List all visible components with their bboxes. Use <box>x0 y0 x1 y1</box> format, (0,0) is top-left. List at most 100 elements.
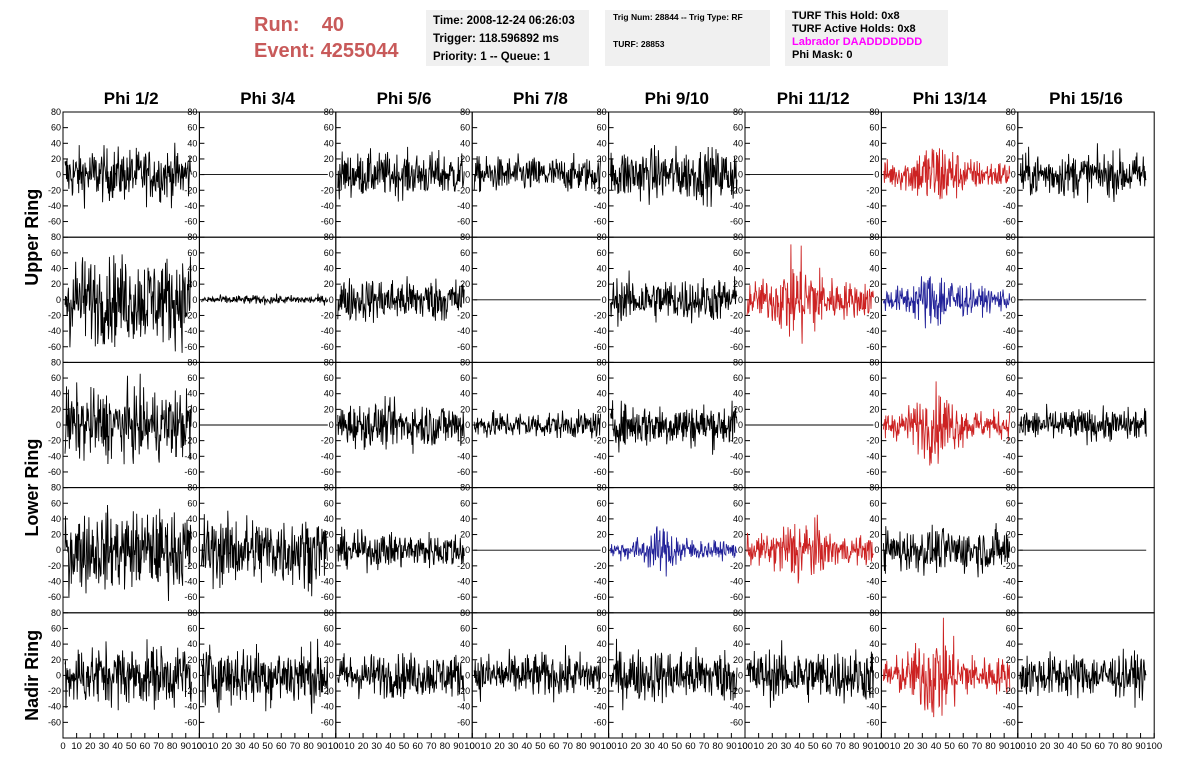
ytick-label-r3-c6-20: 20 <box>733 404 743 414</box>
ytick-label-r1-c3-60: 60 <box>324 123 334 133</box>
ytick-label-r3-c1--40: -40 <box>48 451 61 461</box>
ytick-label-r2-c2--20: -20 <box>184 310 197 320</box>
ytick-label-r2-c4-0: 0 <box>465 295 470 305</box>
xtick-label-r5-c2-20: 20 <box>221 741 232 752</box>
ytick-label-r4-c6-20: 20 <box>733 530 743 540</box>
ytick-label-r2-c3-40: 40 <box>324 264 334 274</box>
xtick-label-r5-c4-100: 100 <box>601 741 617 752</box>
ytick-label-r1-c6-80: 80 <box>733 107 743 117</box>
xtick-label-r5-c6-60: 60 <box>822 741 833 752</box>
ytick-label-r4-c3--20: -20 <box>321 561 334 571</box>
ytick-label-r2-c8-0: 0 <box>1011 295 1016 305</box>
ytick-label-r1-c6--60: -60 <box>730 217 743 227</box>
waveform-r1-c7 <box>883 148 1011 200</box>
xtick-label-r5-c7-90: 90 <box>999 741 1010 752</box>
ytick-label-r3-c4--60: -60 <box>457 467 470 477</box>
ytick-label-r5-c7-0: 0 <box>874 670 879 680</box>
ytick-label-r1-c3--20: -20 <box>321 185 334 195</box>
ytick-label-r4-c3-0: 0 <box>329 545 334 555</box>
ytick-label-r4-c7-20: 20 <box>869 530 879 540</box>
ytick-label-r2-c1-20: 20 <box>51 279 61 289</box>
ytick-label-r3-c8-60: 60 <box>1006 373 1016 383</box>
xtick-label-r5-c8-10: 10 <box>1026 741 1037 752</box>
xtick-label-r5-c5-0: 0 <box>606 741 611 752</box>
run-label: Run: <box>254 14 300 36</box>
ytick-label-r5-c8-0: 0 <box>1011 670 1016 680</box>
ytick-label-r3-c8-40: 40 <box>1006 389 1016 399</box>
ytick-label-r3-c7-0: 0 <box>874 420 879 430</box>
xtick-label-r5-c8-50: 50 <box>1081 741 1092 752</box>
ytick-label-r1-c6--20: -20 <box>730 185 743 195</box>
xtick-label-r5-c6-30: 30 <box>781 741 792 752</box>
ytick-label-r4-c5--40: -40 <box>594 577 607 587</box>
phi-mask-text: Phi Mask: 0 <box>792 49 853 61</box>
xtick-label-r5-c7-30: 30 <box>917 741 928 752</box>
ytick-label-r5-c1-0: 0 <box>56 670 61 680</box>
ytick-label-r3-c7--20: -20 <box>866 436 879 446</box>
xtick-label-r5-c4-50: 50 <box>535 741 546 752</box>
ytick-label-r1-c4--60: -60 <box>457 217 470 227</box>
ytick-label-r1-c7--40: -40 <box>866 201 879 211</box>
ytick-label-r4-c8-20: 20 <box>1006 530 1016 540</box>
ytick-label-r2-c7--40: -40 <box>866 326 879 336</box>
ytick-label-r4-c8--60: -60 <box>1003 592 1016 602</box>
ytick-label-r4-c7-60: 60 <box>869 498 879 508</box>
ytick-label-r4-c2--60: -60 <box>184 592 197 602</box>
ytick-label-r2-c4-80: 80 <box>460 232 470 242</box>
ytick-label-r4-c2-20: 20 <box>187 530 197 540</box>
ytick-label-r2-c3-20: 20 <box>324 279 334 289</box>
turf-hold-box: TURF This Hold: 0x8 TURF Active Holds: 0… <box>785 10 948 66</box>
xtick-label-r5-c1-50: 50 <box>126 741 137 752</box>
waveform-r4-c5 <box>610 526 738 577</box>
ytick-label-r5-c7--20: -20 <box>866 686 879 696</box>
ytick-label-r3-c1-20: 20 <box>51 404 61 414</box>
ytick-label-r1-c8-80: 80 <box>1006 107 1016 117</box>
ytick-label-r2-c1--20: -20 <box>48 310 61 320</box>
ytick-label-r1-c2--20: -20 <box>184 185 197 195</box>
ytick-label-r2-c3-60: 60 <box>324 248 334 258</box>
xtick-label-r5-c8-100: 100 <box>1146 741 1162 752</box>
xtick-label-r5-c5-30: 30 <box>644 741 655 752</box>
ytick-label-r1-c5-20: 20 <box>597 154 607 164</box>
ytick-label-r2-c4-60: 60 <box>460 248 470 258</box>
waveform-r5-c8 <box>1019 648 1147 708</box>
ytick-label-r5-c6--40: -40 <box>730 702 743 712</box>
ytick-label-r3-c1-40: 40 <box>51 389 61 399</box>
event-value: 4255044 <box>320 40 399 62</box>
ytick-label-r5-c4--60: -60 <box>457 717 470 727</box>
ytick-label-r2-c7-80: 80 <box>869 232 879 242</box>
ytick-label-r4-c2-80: 80 <box>187 483 197 493</box>
ytick-label-r5-c3-60: 60 <box>324 623 334 633</box>
ytick-label-r2-c4--60: -60 <box>457 342 470 352</box>
waveform-r4-c7 <box>882 523 1011 578</box>
ytick-label-r5-c5-20: 20 <box>597 655 607 665</box>
xtick-label-r5-c3-50: 50 <box>399 741 410 752</box>
ytick-label-r4-c5--20: -20 <box>594 561 607 571</box>
xtick-label-r5-c5-10: 10 <box>617 741 628 752</box>
ytick-label-r1-c8-40: 40 <box>1006 138 1016 148</box>
ytick-label-r1-c1-60: 60 <box>51 123 61 133</box>
ytick-label-r2-c5--40: -40 <box>594 326 607 336</box>
ytick-label-r3-c5-80: 80 <box>597 357 607 367</box>
xtick-label-r5-c5-100: 100 <box>737 741 753 752</box>
column-title-2: Phi 3/4 <box>240 89 295 108</box>
ytick-label-r1-c4-80: 80 <box>460 107 470 117</box>
waveform-r5-c1 <box>64 639 192 711</box>
ytick-label-r4-c4-0: 0 <box>465 545 470 555</box>
ytick-label-r2-c6-40: 40 <box>733 264 743 274</box>
ytick-label-r3-c4--20: -20 <box>457 436 470 446</box>
ytick-label-r1-c6-60: 60 <box>733 123 743 133</box>
ytick-label-r4-c5-20: 20 <box>597 530 607 540</box>
ytick-label-r4-c1-0: 0 <box>56 545 61 555</box>
xtick-label-r5-c7-0: 0 <box>879 741 884 752</box>
xtick-label-r5-c6-40: 40 <box>794 741 805 752</box>
ytick-label-r1-c2--60: -60 <box>184 217 197 227</box>
ytick-label-r3-c4-40: 40 <box>460 389 470 399</box>
priority-text: Priority: 1 -- Queue: 1 <box>433 51 550 63</box>
ytick-label-r4-c6--40: -40 <box>730 577 743 587</box>
ytick-label-r2-c7-0: 0 <box>874 295 879 305</box>
ytick-label-r2-c4-20: 20 <box>460 279 470 289</box>
waveform-r4-c3 <box>337 526 465 574</box>
ytick-label-r3-c4-0: 0 <box>465 420 470 430</box>
xtick-label-r5-c4-0: 0 <box>470 741 475 752</box>
